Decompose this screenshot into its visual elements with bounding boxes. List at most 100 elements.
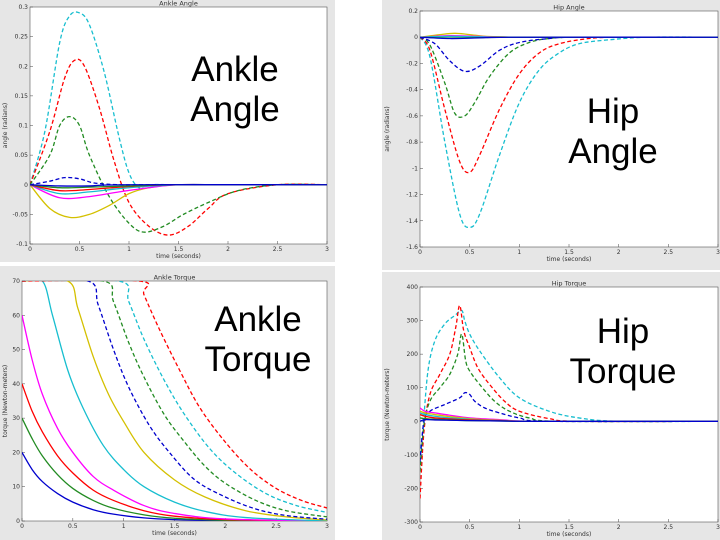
y-tick-label: 0.15 bbox=[15, 93, 29, 100]
series-line-2 bbox=[420, 304, 718, 499]
plot-area bbox=[419, 10, 719, 248]
ankle-angle-overlay-label: Ankle Angle bbox=[170, 50, 300, 130]
series-line-1 bbox=[22, 452, 327, 521]
series-line-4 bbox=[30, 176, 327, 186]
hip-angle-chart: Hip Angle 0 0.5 1 1.5 2 2.5 3 -1.6 -1.4 -1.2 -1 -0.8… bbox=[382, 0, 720, 270]
hip-torque-overlay-label: Hip Torque bbox=[553, 312, 693, 392]
ankle-torque-overlay-label: Ankle Torque bbox=[188, 300, 328, 380]
y-tick-label: -1 bbox=[412, 165, 418, 172]
series-line-7 bbox=[22, 281, 327, 518]
series-line-9 bbox=[22, 281, 327, 514]
y-tick-label: -100 bbox=[404, 452, 418, 459]
y-tick-label: 0.3 bbox=[18, 4, 28, 11]
ankle-torque-chart: Ankle Torque 0 0.5 1 1.5 2 2.5 3 0 10 20 30 40 50 60 70… bbox=[0, 266, 335, 540]
x-tick-label: 3 bbox=[716, 249, 720, 256]
x-tick-label: 0.5 bbox=[465, 524, 475, 531]
chart-title: Ankle Torque bbox=[154, 274, 196, 282]
x-tick-label: 2.5 bbox=[664, 249, 674, 256]
y-axis-label: torque (Newton-meters) bbox=[384, 368, 391, 441]
y-tick-label: 0 bbox=[414, 418, 418, 425]
x-tick-label: 0 bbox=[20, 523, 24, 530]
ankle-torque-overlay-line2: Torque bbox=[204, 340, 312, 379]
series-line-1 bbox=[420, 36, 718, 228]
x-axis-label: time (seconds) bbox=[152, 530, 197, 537]
series-line-9 bbox=[420, 36, 718, 40]
series-line-3 bbox=[22, 383, 327, 521]
hip-torque-chart: Hip Torque 0 0.5 1 1.5 2 2.5 3 -300 -200 -100 0 100 2… bbox=[382, 272, 720, 540]
y-tick-label: 100 bbox=[407, 385, 419, 392]
x-axis-label: time (seconds) bbox=[547, 531, 592, 538]
series-group bbox=[420, 304, 718, 499]
y-tick-label: 0.1 bbox=[18, 123, 28, 130]
y-tick-label: 0 bbox=[24, 182, 28, 189]
y-tick-label: -0.4 bbox=[406, 87, 418, 94]
hip-angle-overlay-line2: Angle bbox=[568, 132, 658, 171]
y-axis-label: torque (Newton-meters) bbox=[2, 365, 9, 438]
y-tick-label: 300 bbox=[407, 318, 419, 325]
x-tick-label: 0.5 bbox=[68, 523, 78, 530]
x-tick-label: 3 bbox=[325, 246, 329, 253]
x-tick-label: 2 bbox=[223, 523, 227, 530]
series-line-4 bbox=[22, 315, 327, 521]
x-tick-label: 1.5 bbox=[564, 524, 574, 531]
series-line-4 bbox=[420, 36, 718, 73]
ankle-angle-chart: Ankle Angle 0 0.5 1 1.5 2 2.5 3 -0.1 -0.05 0 0.05 0.… bbox=[0, 0, 335, 262]
x-tick-label: 2.5 bbox=[273, 246, 283, 253]
ankle-angle-plot: Ankle Angle 0 0.5 1 1.5 2 2.5 3 -0.1 -0.05 0 0.05 0.… bbox=[0, 0, 335, 262]
x-tick-label: 2 bbox=[226, 246, 230, 253]
hip-torque-overlay-line2: Torque bbox=[569, 352, 677, 391]
x-tick-label: 3 bbox=[325, 523, 329, 530]
series-line-10 bbox=[22, 281, 327, 509]
y-tick-label: 0.2 bbox=[408, 8, 418, 15]
y-tick-label: -200 bbox=[404, 485, 418, 492]
y-tick-label: -0.1 bbox=[16, 241, 28, 248]
chart-title: Hip Angle bbox=[553, 4, 584, 12]
y-tick-label: -1.6 bbox=[406, 244, 418, 251]
series-line-3 bbox=[420, 36, 718, 118]
hip-angle-overlay-label: Hip Angle bbox=[548, 92, 678, 172]
y-tick-label: 0.2 bbox=[18, 63, 28, 70]
chart-title: Hip Torque bbox=[552, 280, 587, 288]
x-tick-label: 1.5 bbox=[564, 249, 574, 256]
y-tick-label: -1.2 bbox=[406, 192, 418, 199]
y-tick-label: 50 bbox=[12, 347, 20, 354]
x-tick-label: 0 bbox=[418, 524, 422, 531]
x-tick-label: 0.5 bbox=[75, 246, 85, 253]
series-line-5 bbox=[22, 281, 327, 521]
x-tick-label: 2.5 bbox=[271, 523, 281, 530]
y-tick-label: -0.05 bbox=[12, 211, 28, 218]
series-line-3 bbox=[30, 115, 327, 233]
y-tick-label: 400 bbox=[407, 284, 419, 291]
series-line-6 bbox=[22, 281, 327, 521]
y-tick-label: 0 bbox=[16, 518, 20, 525]
ankle-angle-overlay-line2: Angle bbox=[190, 90, 280, 129]
hip-angle-overlay-line1: Hip bbox=[586, 92, 640, 131]
series-line-2 bbox=[30, 58, 327, 236]
ankle-torque-overlay-line1: Ankle bbox=[214, 300, 302, 339]
series-group bbox=[420, 32, 718, 228]
y-tick-label: 10 bbox=[12, 484, 20, 491]
series-line-1 bbox=[30, 11, 327, 189]
x-tick-label: 1 bbox=[517, 249, 521, 256]
y-axis-label: angle (radians) bbox=[384, 106, 391, 151]
series-line-2 bbox=[22, 417, 327, 521]
x-tick-label: 1 bbox=[517, 524, 521, 531]
series-line-10 bbox=[420, 418, 718, 422]
y-tick-label: 20 bbox=[12, 449, 20, 456]
x-tick-label: 2 bbox=[617, 249, 621, 256]
hip-torque-overlay-line1: Hip bbox=[596, 312, 650, 351]
series-line-3 bbox=[420, 333, 718, 472]
x-tick-label: 2 bbox=[617, 524, 621, 531]
series-group bbox=[22, 281, 327, 521]
y-tick-label: 0.25 bbox=[15, 34, 29, 41]
series-line-1 bbox=[420, 309, 718, 455]
x-tick-label: 0.5 bbox=[465, 249, 475, 256]
x-tick-label: 1.5 bbox=[174, 246, 184, 253]
plot-area bbox=[21, 280, 328, 522]
y-axis-label: angle (radians) bbox=[2, 103, 9, 148]
x-tick-label: 1.5 bbox=[170, 523, 180, 530]
y-tick-label: -0.8 bbox=[406, 139, 418, 146]
x-tick-label: 0 bbox=[418, 249, 422, 256]
y-tick-label: 60 bbox=[12, 312, 20, 319]
